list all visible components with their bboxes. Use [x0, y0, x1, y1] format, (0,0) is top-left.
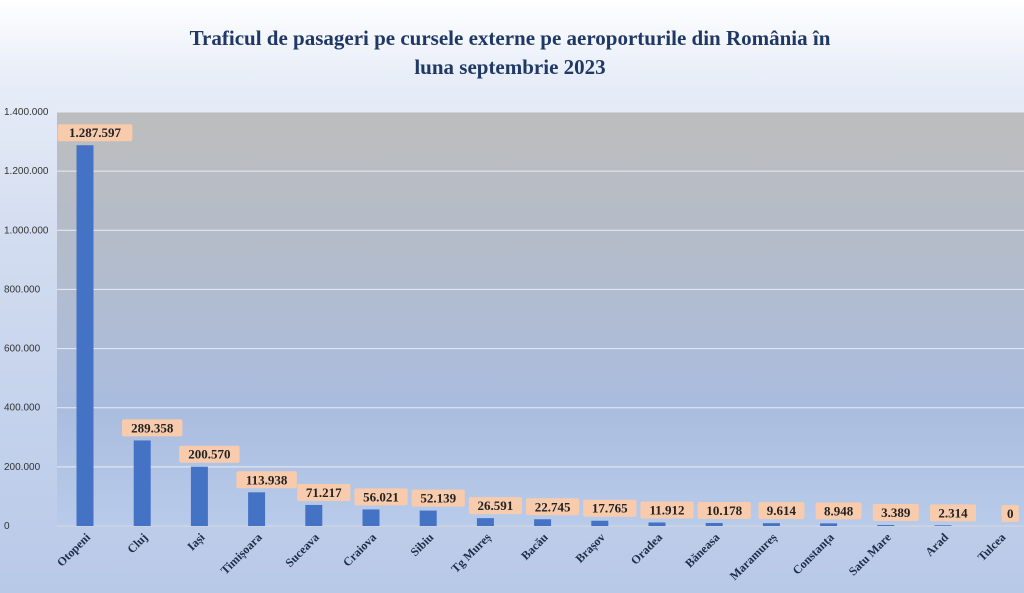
category-label: Suceava: [282, 530, 322, 570]
data-label: 113.938: [246, 472, 288, 487]
category-label: Craiova: [340, 530, 379, 569]
category-label: Bacău: [518, 530, 551, 563]
data-label: 56.021: [363, 489, 399, 504]
data-label-background: [411, 489, 465, 507]
data-label-background: [57, 124, 133, 142]
bar: [877, 524, 895, 526]
bar: [762, 523, 780, 526]
chart-title-line-1: Traficul de pasageri pe cursele externe …: [190, 26, 831, 50]
data-label: 0: [1007, 506, 1014, 521]
data-label: 289.358: [131, 420, 174, 435]
bars: [76, 145, 952, 526]
data-label-background: [526, 498, 580, 516]
category-label: Constanța: [790, 530, 838, 578]
bar: [305, 504, 323, 526]
category-label: Maramureș: [727, 530, 781, 584]
y-tick-label: 1.200.000: [4, 166, 49, 177]
data-label-background: [758, 502, 805, 520]
data-label: 26.591: [478, 498, 514, 513]
y-tick-label: 1.000.000: [4, 225, 49, 236]
bar: [705, 522, 723, 526]
category-label: Tulcea: [975, 530, 1009, 564]
bar: [591, 520, 609, 526]
bar: [820, 523, 838, 526]
bar: [248, 492, 266, 526]
data-label-background: [697, 501, 751, 519]
bar: [934, 525, 952, 526]
data-label-background: [122, 419, 183, 437]
data-label: 200.570: [188, 447, 230, 462]
category-label: Arad: [922, 530, 951, 559]
data-label-background: [297, 483, 351, 501]
bar: [419, 510, 437, 526]
y-axis-ticks: 0 200.000 400.000 600.000 800.000 1.000.000 1.…: [4, 107, 49, 532]
data-label: 71.217: [306, 485, 342, 500]
bar: [362, 509, 380, 526]
data-label: 9.614: [767, 503, 797, 518]
x-axis-categories: Otopeni Cluj Iași Timișoara Suceava Craiova Si…: [54, 530, 1008, 584]
category-label: Tg Mureș: [448, 530, 494, 576]
bar: [133, 440, 151, 526]
data-label: 8.948: [824, 503, 854, 518]
data-label-background: [1001, 505, 1019, 522]
data-label: 17.765: [592, 501, 628, 516]
data-label-background: [468, 497, 522, 515]
category-label: Satu Mare: [846, 530, 895, 579]
category-label: Cluj: [124, 530, 150, 556]
category-label: Sibiu: [408, 530, 437, 559]
data-label: 2.314: [938, 505, 968, 520]
category-label: Oradea: [628, 530, 665, 567]
data-label-background: [815, 502, 862, 520]
category-label: Brașov: [573, 530, 609, 566]
data-label: 11.912: [649, 502, 684, 517]
y-tick-label: 200.000: [4, 462, 41, 473]
data-labels: 1.287.597 289.358 200.570 113.938 71.217 56.0…: [57, 124, 1019, 522]
bar: [648, 522, 666, 526]
y-tick-label: 600.000: [4, 344, 41, 355]
data-label-background: [179, 445, 240, 463]
data-label-background: [930, 504, 976, 522]
data-label-background: [583, 499, 637, 517]
plot-area: [57, 112, 1024, 526]
bar: [76, 145, 94, 526]
category-label: Iași: [184, 530, 208, 554]
data-label: 10.178: [706, 503, 742, 518]
y-tick-label: 800.000: [4, 284, 41, 295]
y-tick-label: 400.000: [4, 403, 41, 414]
data-label-background: [640, 501, 694, 519]
chart-title-line-2: luna septembrie 2023: [414, 55, 605, 79]
data-label-background: [236, 471, 297, 489]
grid-lines: [57, 111, 1024, 527]
category-label: Băneasa: [682, 530, 722, 570]
bar: [476, 518, 494, 526]
data-label-background: [872, 503, 919, 521]
y-tick-label: 0: [4, 521, 10, 532]
data-label: 52.139: [420, 491, 456, 506]
bar: [534, 519, 552, 526]
category-label: Otopeni: [54, 530, 94, 570]
category-label: Timișoara: [218, 530, 266, 578]
y-tick-label: 1.400.000: [4, 107, 49, 118]
bar: [190, 466, 208, 526]
data-label-background: [354, 488, 408, 506]
data-label: 1.287.597: [69, 125, 122, 140]
data-label: 22.745: [535, 499, 571, 514]
data-label: 3.389: [881, 505, 911, 520]
